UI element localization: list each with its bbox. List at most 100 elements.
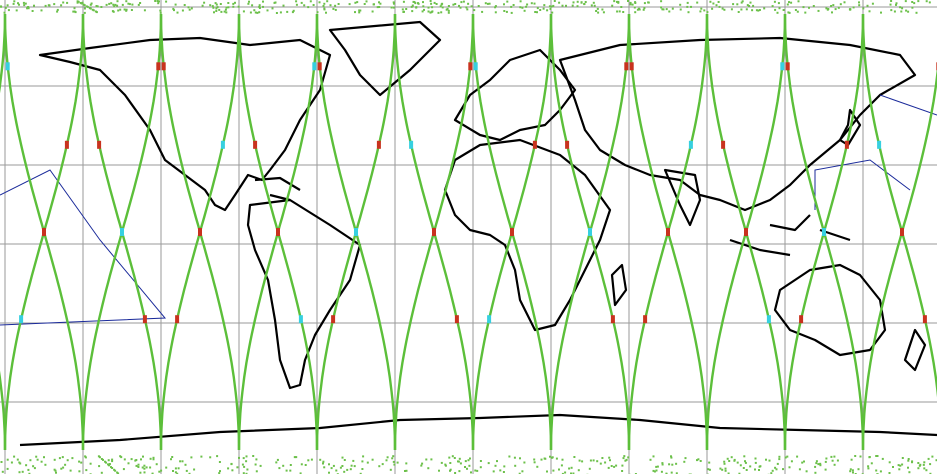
edge-dot xyxy=(868,456,871,458)
edge-dot xyxy=(931,455,934,458)
south-america xyxy=(246,198,362,390)
edge-dot xyxy=(62,466,65,469)
edge-dot xyxy=(174,3,177,6)
edge-dot xyxy=(159,11,162,14)
pass-marker xyxy=(276,228,280,236)
pass-marker xyxy=(64,140,69,149)
edge-dot xyxy=(523,9,526,12)
pass-marker xyxy=(900,228,904,236)
pass-marker xyxy=(120,228,124,236)
edge-dot xyxy=(295,3,298,6)
edge-dot xyxy=(71,457,74,460)
edge-dot xyxy=(218,8,221,11)
edge-dot xyxy=(31,10,34,12)
edge-dot xyxy=(279,11,282,14)
edge-dot xyxy=(477,5,480,7)
edge-dot xyxy=(55,471,57,474)
edge-dot xyxy=(437,11,440,14)
edge-dot xyxy=(601,457,604,459)
edge-dot xyxy=(310,458,313,461)
edge-dot xyxy=(127,462,130,465)
edge-dot xyxy=(519,457,521,460)
edge-dot xyxy=(726,457,729,460)
edge-dot xyxy=(851,469,854,472)
edge-dot xyxy=(102,458,104,461)
edge-dot xyxy=(95,11,98,14)
edge-dot xyxy=(470,5,473,8)
edge-dot xyxy=(474,469,477,472)
edge-dot xyxy=(525,5,528,8)
edge-dot xyxy=(435,3,438,5)
edge-dot xyxy=(33,4,35,7)
edge-dot xyxy=(631,3,634,6)
pass-marker xyxy=(688,140,693,149)
edge-dot xyxy=(609,459,611,462)
edge-dot xyxy=(905,9,908,12)
edge-dot xyxy=(209,4,212,7)
edge-dot xyxy=(466,8,469,11)
edge-dot xyxy=(292,9,295,12)
edge-dot xyxy=(215,10,218,12)
edge-dot xyxy=(227,2,230,4)
edge-dot xyxy=(593,4,596,7)
pass-marker xyxy=(175,315,180,324)
edge-dot xyxy=(343,459,346,461)
edge-dot xyxy=(90,2,93,5)
edge-dot xyxy=(832,4,835,7)
edge-dot xyxy=(27,6,30,9)
pass-marker xyxy=(785,62,790,71)
edge-dot xyxy=(359,9,362,12)
edge-dot xyxy=(0,461,3,463)
edge-dot xyxy=(633,6,636,9)
edge-dot xyxy=(706,11,709,14)
edge-dot xyxy=(122,468,125,471)
edge-dot xyxy=(748,5,751,7)
edge-dot xyxy=(243,465,246,468)
pass-marker xyxy=(5,62,10,71)
edge-dot xyxy=(358,9,361,12)
madagascar xyxy=(610,263,628,307)
boundary-line xyxy=(879,94,937,116)
edge-dot xyxy=(718,5,721,8)
edge-dot xyxy=(737,11,740,13)
edge-dot xyxy=(922,463,925,466)
edge-dot xyxy=(151,472,154,474)
edge-dot xyxy=(58,457,61,460)
edge-dot xyxy=(589,459,592,462)
edge-dot xyxy=(358,11,361,14)
edge-dot xyxy=(22,1,25,4)
edge-dot xyxy=(13,455,16,458)
edge-dot xyxy=(421,10,424,13)
edge-dot xyxy=(155,463,158,466)
edge-dot xyxy=(113,5,116,8)
edge-dot xyxy=(801,461,804,464)
edge-dot xyxy=(188,472,191,474)
edge-dot xyxy=(700,7,703,10)
edge-dot xyxy=(83,11,86,14)
edge-dot xyxy=(312,4,315,6)
edge-dot xyxy=(172,7,175,10)
edge-dot xyxy=(53,458,56,461)
edge-dot xyxy=(610,465,613,467)
edge-dot xyxy=(448,456,451,459)
edge-dot xyxy=(542,7,545,10)
edge-dot xyxy=(343,470,346,473)
edge-dot xyxy=(32,465,35,468)
edge-dot xyxy=(61,456,64,459)
edge-dot xyxy=(697,458,700,461)
edge-dot xyxy=(183,4,186,6)
edge-dot xyxy=(584,1,587,3)
edge-dot xyxy=(225,6,228,9)
edge-dot xyxy=(661,8,664,11)
edge-dot xyxy=(411,10,414,13)
edge-dot xyxy=(907,459,910,462)
edge-dot xyxy=(105,3,108,6)
edge-dot xyxy=(893,10,896,13)
pass-marker xyxy=(331,315,336,324)
edge-dot xyxy=(242,457,245,460)
edge-dot xyxy=(788,1,790,4)
edge-dot xyxy=(771,469,774,472)
edge-dot xyxy=(867,465,870,468)
